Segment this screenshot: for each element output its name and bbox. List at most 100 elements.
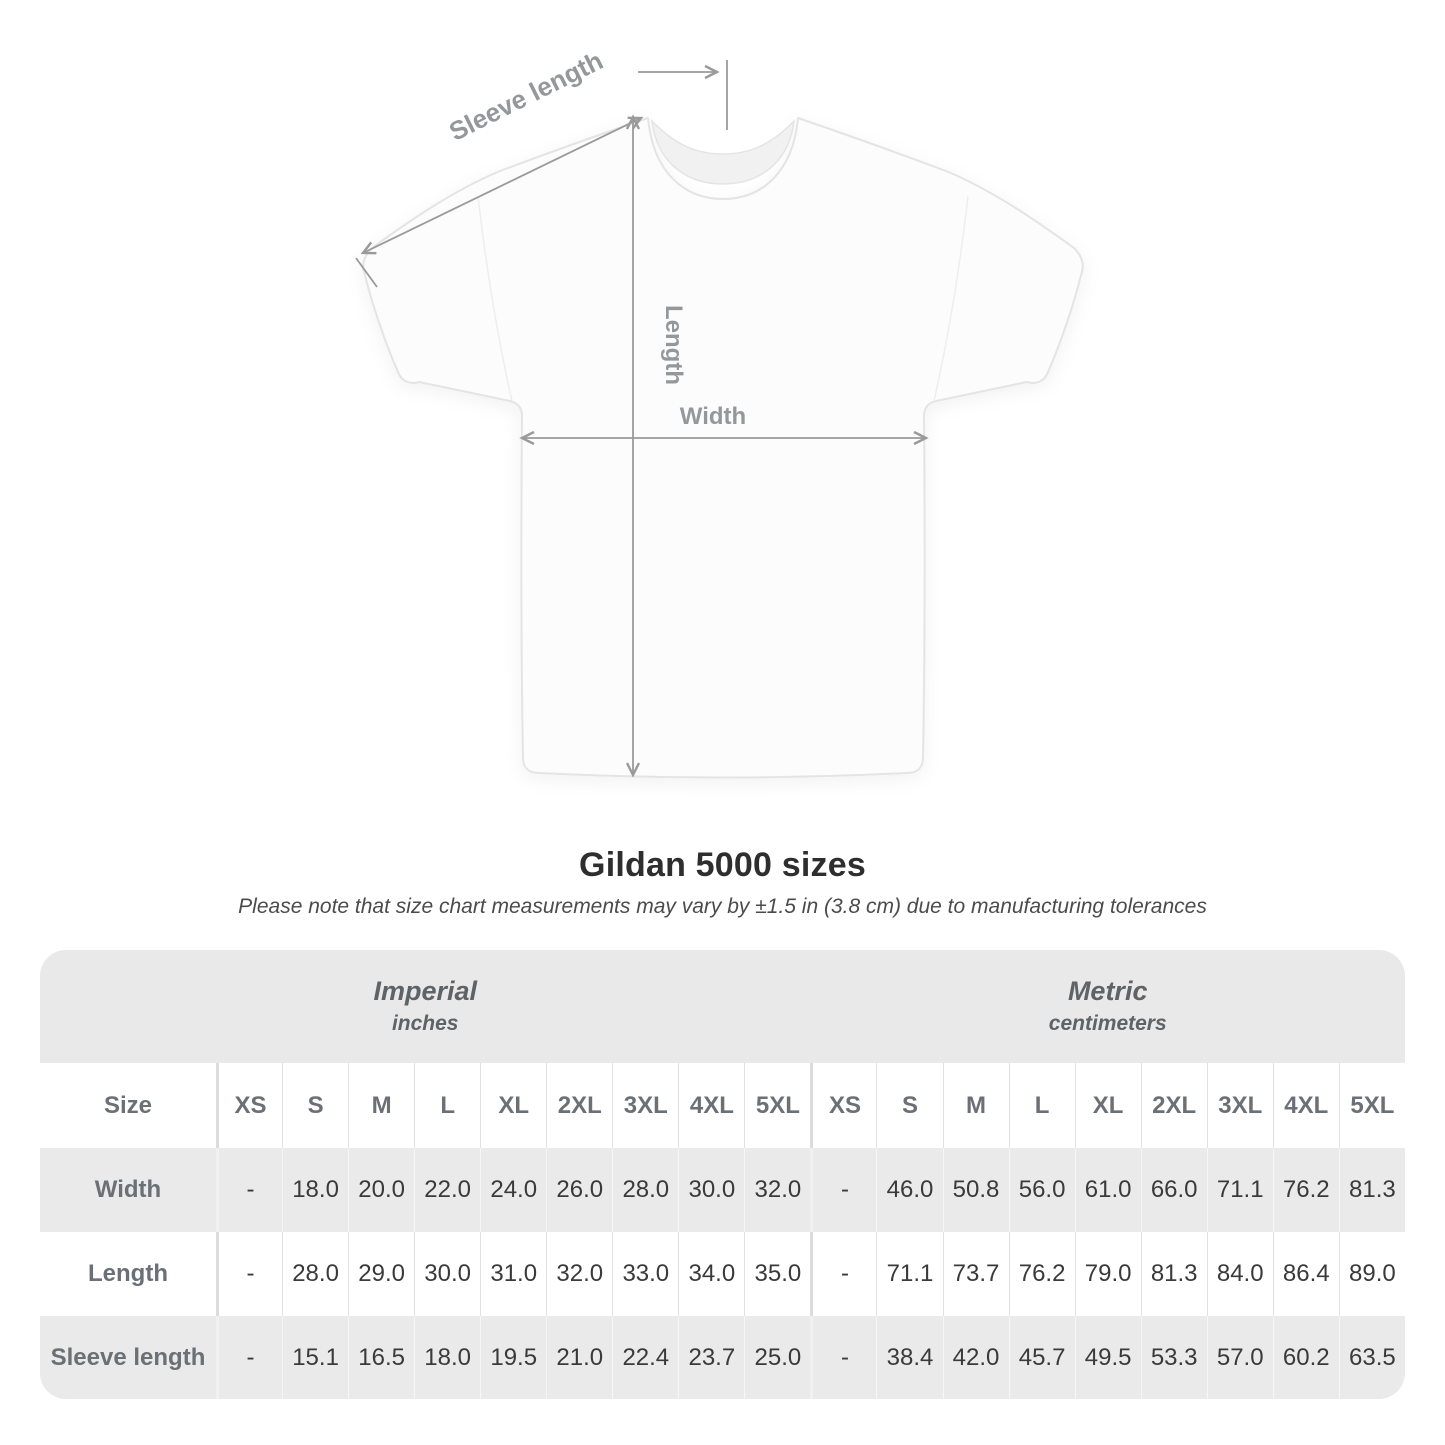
tshirt-measurement-diagram: Sleeve length Length Width (355, 45, 1084, 779)
tshirt-illustration (362, 117, 1084, 779)
table-cell: 63.5 (1338, 1316, 1405, 1399)
col-imp-5xl: 5XL (744, 1063, 811, 1148)
title-block: Gildan 5000 sizes Please note that size … (0, 846, 1445, 919)
table-cell: 25.0 (744, 1316, 811, 1399)
table-cell: - (216, 1148, 283, 1232)
table-cell: 86.4 (1272, 1232, 1339, 1316)
table-cell: 56.0 (1008, 1148, 1075, 1232)
table-cell: 19.5 (480, 1316, 547, 1399)
table-cell: 31.0 (480, 1232, 547, 1316)
table-cell: 42.0 (942, 1316, 1009, 1399)
tolerance-note: Please note that size chart measurements… (238, 895, 1207, 918)
table-cell: 15.1 (282, 1316, 349, 1399)
table-cell: 81.3 (1338, 1148, 1405, 1232)
table-cell: - (810, 1232, 877, 1316)
col-imp-l: L (414, 1063, 481, 1148)
size-header: Size (40, 1063, 216, 1148)
table-row-length: Length - 28.0 29.0 30.0 31.0 32.0 33.0 3… (40, 1232, 1405, 1316)
table-cell: 76.2 (1008, 1232, 1075, 1316)
table-cell: 16.5 (348, 1316, 415, 1399)
col-met-xl: XL (1074, 1063, 1141, 1148)
table-cell: 22.0 (414, 1148, 481, 1232)
size-table: Imperial inches Metric centimeters Size … (40, 950, 1405, 1399)
table-cell: 81.3 (1140, 1232, 1207, 1316)
table-cell: 53.3 (1140, 1316, 1207, 1399)
row-label-length: Length (40, 1232, 216, 1316)
page-title: Gildan 5000 sizes (579, 846, 866, 884)
col-imp-4xl: 4XL (678, 1063, 745, 1148)
table-cell: 35.0 (744, 1232, 811, 1316)
metric-band: Metric centimeters (810, 950, 1405, 1063)
table-cell: 18.0 (282, 1148, 349, 1232)
table-row-width: Width - 18.0 20.0 22.0 24.0 26.0 28.0 30… (40, 1148, 1405, 1232)
table-cell: 21.0 (546, 1316, 613, 1399)
table-cell: 73.7 (942, 1232, 1009, 1316)
col-met-4xl: 4XL (1272, 1063, 1339, 1148)
col-met-xs: XS (810, 1063, 877, 1148)
col-met-3xl: 3XL (1206, 1063, 1273, 1148)
table-cell: 71.1 (876, 1232, 943, 1316)
table-cell: - (216, 1232, 283, 1316)
table-cell: 23.7 (678, 1316, 745, 1399)
table-cell: 50.8 (942, 1148, 1009, 1232)
size-header-row: Size XS S M L XL 2XL 3XL 4XL 5XL XS S M … (40, 1063, 1405, 1148)
table-cell: 45.7 (1008, 1316, 1075, 1399)
length-label: Length (660, 305, 687, 385)
sleeve-length-arrow (360, 116, 644, 255)
table-cell: 32.0 (744, 1148, 811, 1232)
sleeve-length-label: Sleeve length (444, 45, 607, 147)
col-imp-2xl: 2XL (546, 1063, 613, 1148)
table-cell: 30.0 (678, 1148, 745, 1232)
col-imp-xl: XL (480, 1063, 547, 1148)
table-cell: 76.2 (1272, 1148, 1339, 1232)
table-cell: 84.0 (1206, 1232, 1273, 1316)
metric-unit: centimeters (1048, 1011, 1167, 1035)
table-cell: 29.0 (348, 1232, 415, 1316)
table-cell: 89.0 (1338, 1232, 1405, 1316)
table-cell: 24.0 (480, 1148, 547, 1232)
table-row-sleeve-length: Sleeve length - 15.1 16.5 18.0 19.5 21.0… (40, 1316, 1405, 1399)
table-cell: 46.0 (876, 1148, 943, 1232)
table-cell: 26.0 (546, 1148, 613, 1232)
metric-label: Metric (1067, 975, 1148, 1006)
size-table-container: Imperial inches Metric centimeters Size … (40, 950, 1405, 1399)
table-cell: 61.0 (1074, 1148, 1141, 1232)
table-cell: 38.4 (876, 1316, 943, 1399)
table-cell: 57.0 (1206, 1316, 1273, 1399)
width-label: Width (680, 403, 746, 430)
unit-band-row: Imperial inches Metric centimeters (40, 950, 1405, 1063)
table-cell: 33.0 (612, 1232, 679, 1316)
table-cell: 18.0 (414, 1316, 481, 1399)
table-cell: 66.0 (1140, 1148, 1207, 1232)
imperial-band: Imperial inches (40, 950, 811, 1063)
table-cell: 49.5 (1074, 1316, 1141, 1399)
col-imp-m: M (348, 1063, 415, 1148)
table-cell: 71.1 (1206, 1148, 1273, 1232)
measurement-arrows (355, 60, 929, 778)
col-imp-3xl: 3XL (612, 1063, 679, 1148)
collar (650, 118, 796, 185)
col-met-m: M (942, 1063, 1009, 1148)
table-cell: 32.0 (546, 1232, 613, 1316)
col-met-s: S (876, 1063, 943, 1148)
table-cell: 79.0 (1074, 1232, 1141, 1316)
table-cell: - (216, 1316, 283, 1399)
col-imp-xs: XS (216, 1063, 283, 1148)
table-cell: 28.0 (282, 1232, 349, 1316)
table-cell: - (810, 1148, 877, 1232)
row-label-sleeve-length: Sleeve length (40, 1316, 216, 1399)
table-cell: 34.0 (678, 1232, 745, 1316)
table-cell: 30.0 (414, 1232, 481, 1316)
imperial-unit: inches (391, 1011, 459, 1035)
table-cell: 20.0 (348, 1148, 415, 1232)
table-cell: - (810, 1316, 877, 1399)
col-met-l: L (1008, 1063, 1075, 1148)
table-cell: 22.4 (612, 1316, 679, 1399)
col-imp-s: S (282, 1063, 349, 1148)
row-label-width: Width (40, 1148, 216, 1232)
table-cell: 60.2 (1272, 1316, 1339, 1399)
table-cell: 28.0 (612, 1148, 679, 1232)
imperial-label: Imperial (373, 975, 477, 1006)
col-met-5xl: 5XL (1338, 1063, 1405, 1148)
col-met-2xl: 2XL (1140, 1063, 1207, 1148)
